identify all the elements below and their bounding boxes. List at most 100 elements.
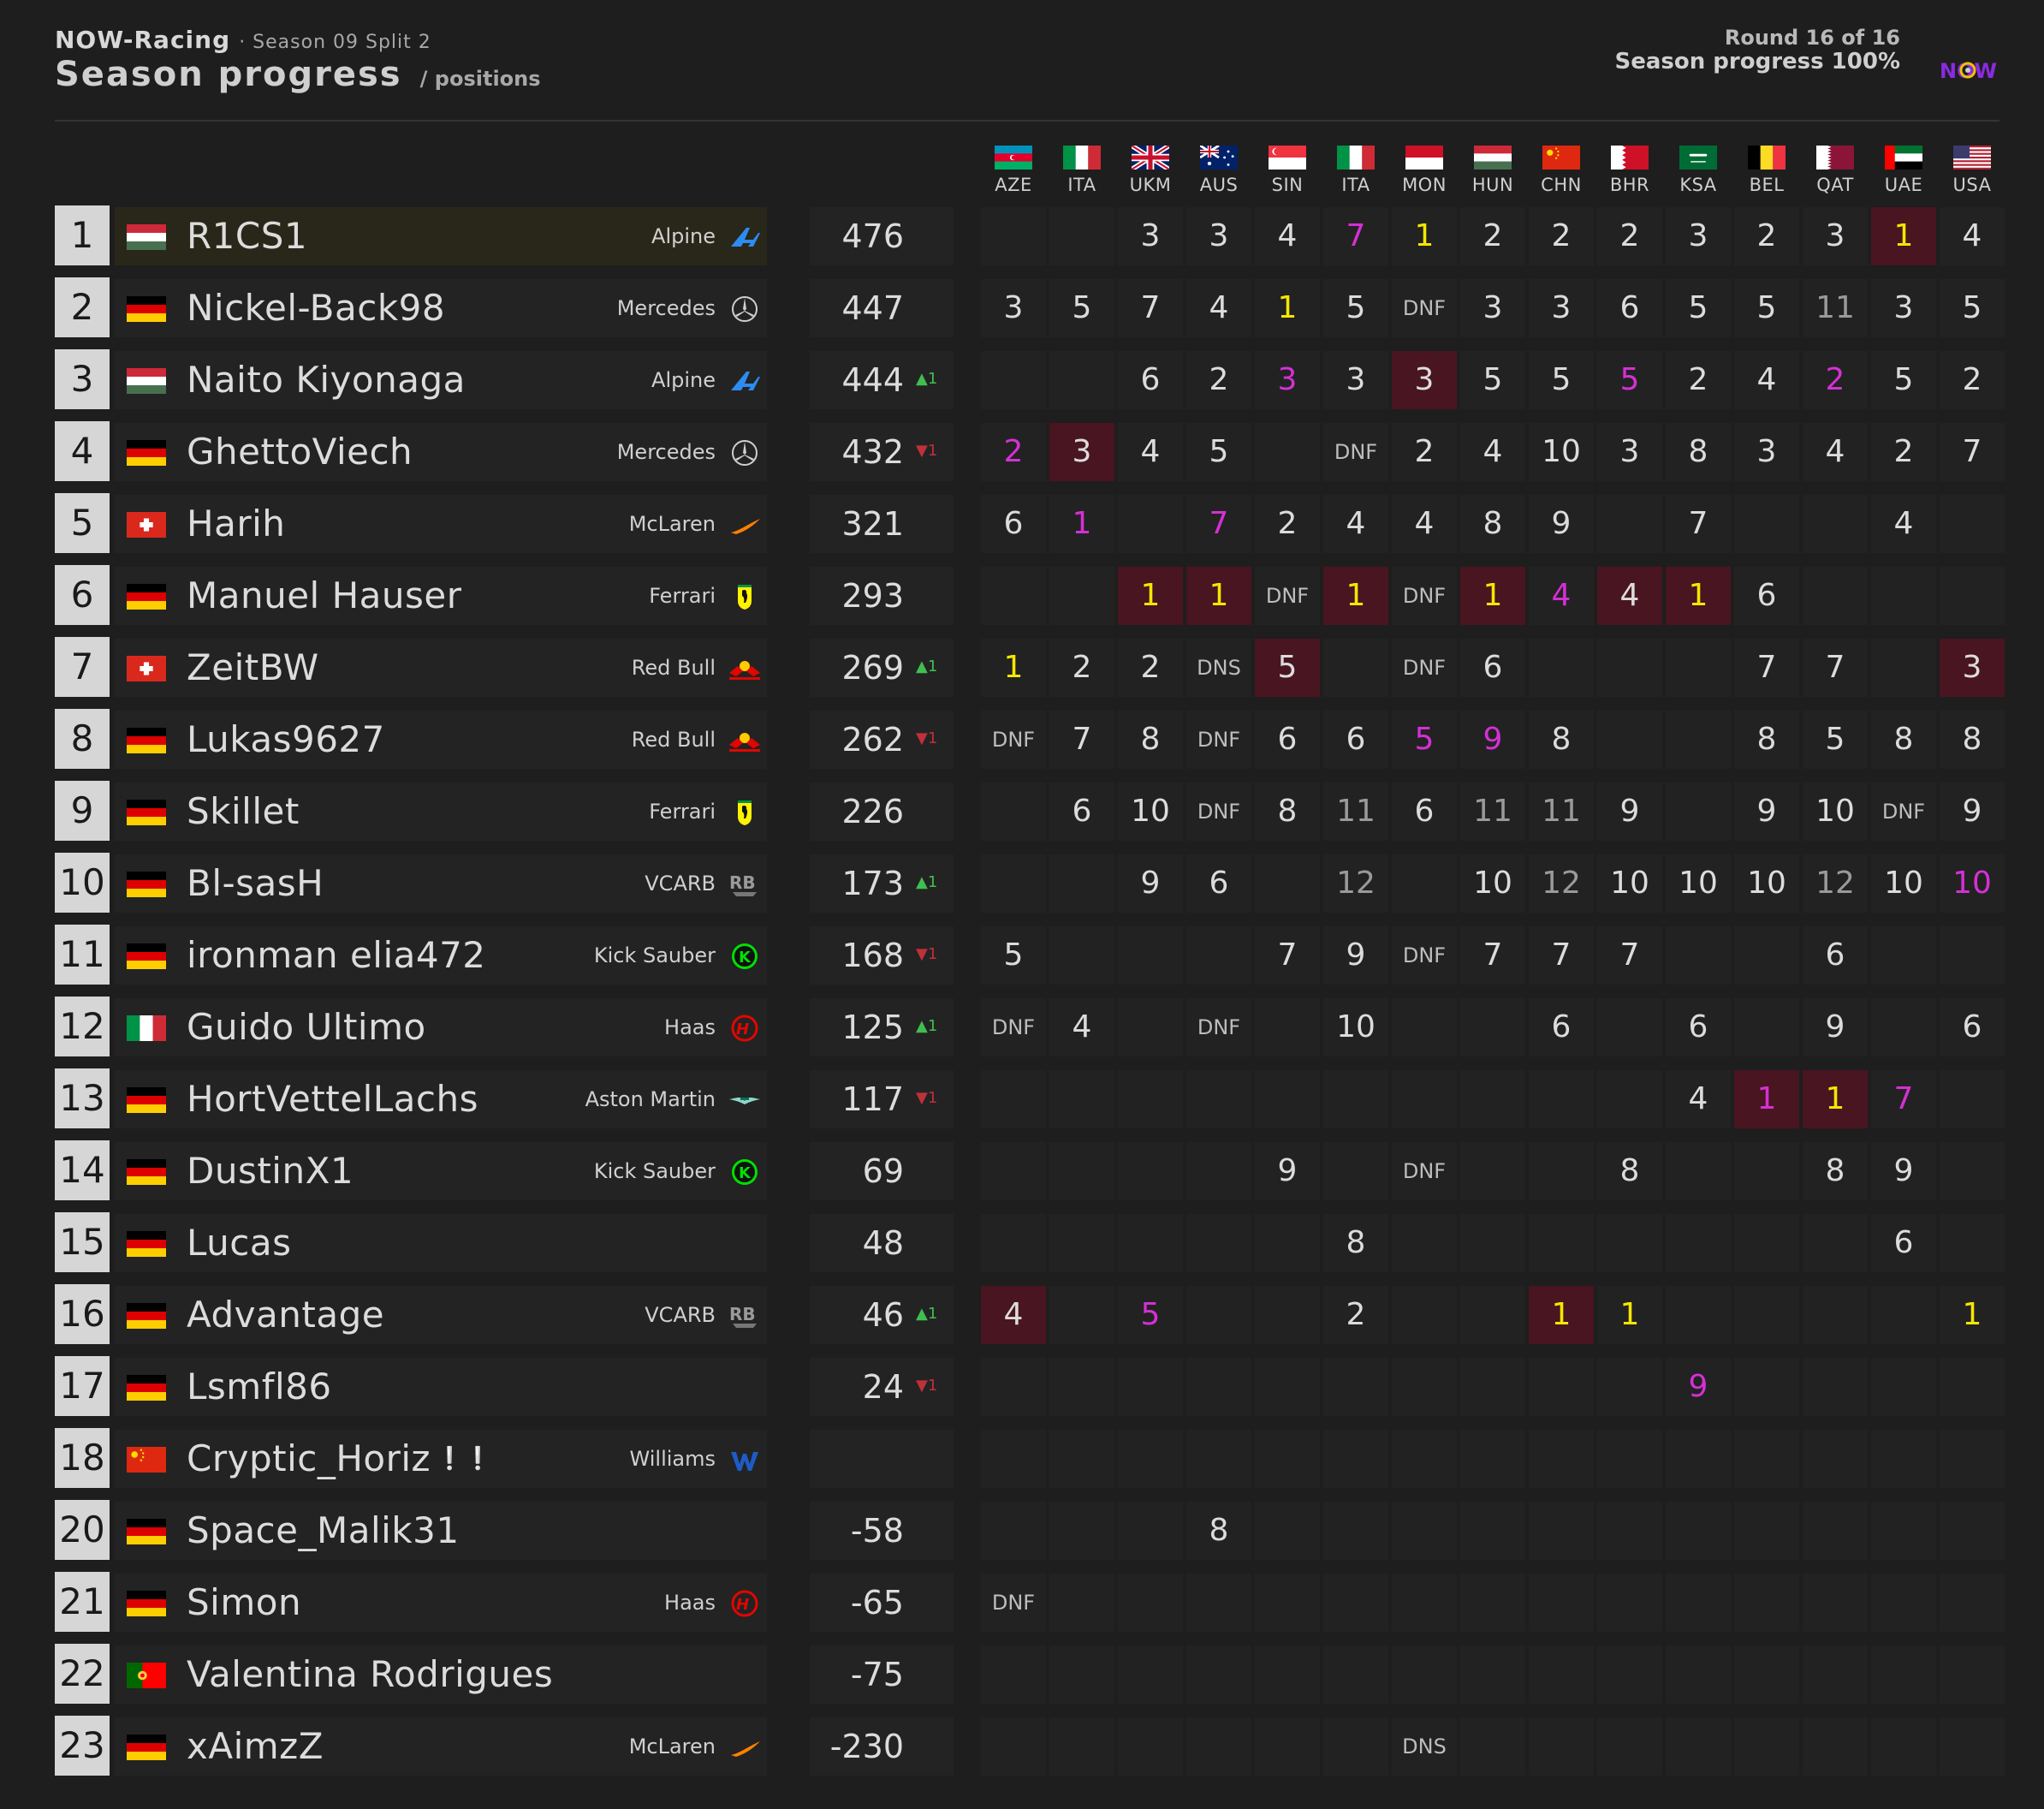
result-cell: 6 <box>1460 639 1525 697</box>
result-cell: 6 <box>1597 279 1662 337</box>
team-name: McLaren <box>628 512 716 536</box>
points-value: -75 <box>850 1656 904 1693</box>
china-flag <box>1542 146 1580 170</box>
points-cell: 24 ▼1 <box>810 1358 954 1416</box>
result-cell: 5 <box>1049 279 1114 337</box>
team-name: Ferrari <box>649 584 716 608</box>
race-column-header: SIN <box>1253 146 1322 195</box>
result-cell <box>1734 1286 1799 1344</box>
team-name: Aston Martin <box>585 1087 716 1111</box>
australia-flag <box>1200 146 1238 170</box>
driver-name: Nickel-Back98 <box>187 287 446 329</box>
result-cell <box>1940 1645 2005 1704</box>
qatar-flag <box>1816 146 1854 170</box>
result-cell <box>1597 639 1662 697</box>
driver-name: Naito Kiyonaga <box>187 359 466 401</box>
result-cell: DNF <box>1392 1142 1457 1200</box>
result-cell: 3 <box>1666 207 1731 265</box>
result-cell: 1 <box>1597 1286 1662 1344</box>
result-cell <box>1803 1286 1868 1344</box>
result-cell: 4 <box>1529 567 1594 625</box>
result-cell <box>1529 1574 1594 1632</box>
points-value: 432 <box>841 433 904 471</box>
result-cell: 9 <box>1255 1142 1320 1200</box>
result-cell <box>1666 711 1731 769</box>
result-cell: DNF <box>981 711 1046 769</box>
italy-flag <box>1337 146 1375 170</box>
vcarb-logo-icon: RB <box>728 870 762 899</box>
result-cell: 6 <box>1871 1214 1936 1272</box>
result-cell: 4 <box>1734 351 1799 409</box>
result-cell <box>1666 783 1731 841</box>
table-row: 15 Lucas 48 8 6 <box>0 1212 2044 1279</box>
result-cell <box>1871 1430 1936 1488</box>
result-cell: 6 <box>1940 998 2005 1056</box>
result-cell: 10 <box>1803 783 1868 841</box>
hungary-flag <box>1474 146 1512 170</box>
germany-flag <box>127 1735 166 1760</box>
germany-flag <box>127 943 166 969</box>
result-cell <box>1803 1574 1868 1632</box>
alpine-logo-icon <box>728 366 762 396</box>
brand-name: NOW-Racing <box>55 26 231 54</box>
ferrari-logo-icon <box>728 582 762 611</box>
points-value: 444 <box>841 361 904 399</box>
points-cell: 447 <box>810 279 954 337</box>
race-column-header: UKM <box>1116 146 1185 195</box>
result-cell <box>1255 998 1320 1056</box>
team-name: Ferrari <box>649 800 716 824</box>
result-cell: 3 <box>1323 351 1388 409</box>
result-cell <box>1323 639 1388 697</box>
germany-flag <box>127 1591 166 1616</box>
now-logo-icon: NOW <box>1940 53 1999 87</box>
result-cell <box>1186 926 1251 985</box>
result-cell <box>981 1502 1046 1560</box>
driver-name: xAimzZ <box>187 1725 324 1767</box>
result-cell: 4 <box>1666 1070 1731 1128</box>
result-cell <box>1049 1142 1114 1200</box>
result-cell: 5 <box>1803 711 1868 769</box>
redbull-logo-icon <box>728 654 762 683</box>
season-label: · Season 09 Split 2 <box>239 32 431 53</box>
result-cell <box>1734 1502 1799 1560</box>
result-cell <box>1255 1502 1320 1560</box>
points-value: 125 <box>841 1009 904 1046</box>
result-cell: 4 <box>1392 495 1457 553</box>
result-cell: 2 <box>1529 207 1594 265</box>
brand-line: NOW-Racing · Season 09 Split 2 <box>55 26 431 54</box>
result-cell <box>1597 495 1662 553</box>
table-row: 13 HortVettelLachs Aston Martin 117 ▼1 4 1 1 7 <box>0 1068 2044 1135</box>
result-cell: 7 <box>1734 639 1799 697</box>
result-cell <box>1871 926 1936 985</box>
result-cell <box>1392 1214 1457 1272</box>
driver-cell: Lukas9627 Red Bull <box>115 711 767 769</box>
driver-name: Cryptic_Horiz ❕❕ <box>187 1437 492 1479</box>
result-cell: 8 <box>1186 1502 1251 1560</box>
result-cell: 4 <box>1118 423 1183 481</box>
driver-name: DustinX1 <box>187 1150 354 1192</box>
driver-cell: Harih McLaren <box>115 495 767 553</box>
position-badge: 12 <box>55 997 110 1056</box>
germany-flag <box>127 728 166 753</box>
result-cell <box>1049 1502 1114 1560</box>
result-cell <box>1255 1645 1320 1704</box>
germany-flag <box>127 1231 166 1257</box>
points-value: 46 <box>862 1296 904 1334</box>
result-cell: 5 <box>1734 279 1799 337</box>
result-cell <box>1186 1717 1251 1776</box>
driver-name: GhettoViech <box>187 431 413 473</box>
result-cell: 9 <box>1803 998 1868 1056</box>
position-badge: 22 <box>55 1644 110 1704</box>
result-cell: 8 <box>1940 711 2005 769</box>
result-cell: 1 <box>981 639 1046 697</box>
race-code: BHR <box>1609 175 1650 195</box>
result-cell: 10 <box>1460 854 1525 913</box>
result-cell <box>981 783 1046 841</box>
azerbaijan-flag <box>995 146 1032 170</box>
result-cell <box>1666 1430 1731 1488</box>
result-cell <box>1734 1214 1799 1272</box>
result-cell <box>1940 1214 2005 1272</box>
result-cell: 3 <box>1118 207 1183 265</box>
result-cell <box>1871 1286 1936 1344</box>
result-cell: 9 <box>1597 783 1662 841</box>
